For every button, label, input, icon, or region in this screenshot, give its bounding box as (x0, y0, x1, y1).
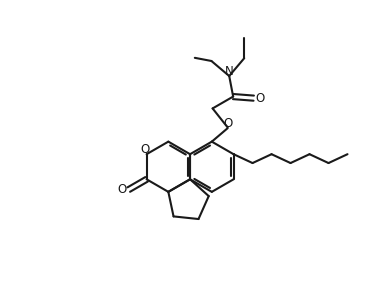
Text: O: O (140, 143, 150, 155)
Text: N: N (225, 65, 234, 78)
Text: O: O (256, 92, 265, 105)
Text: O: O (223, 117, 232, 130)
Text: O: O (117, 183, 126, 196)
